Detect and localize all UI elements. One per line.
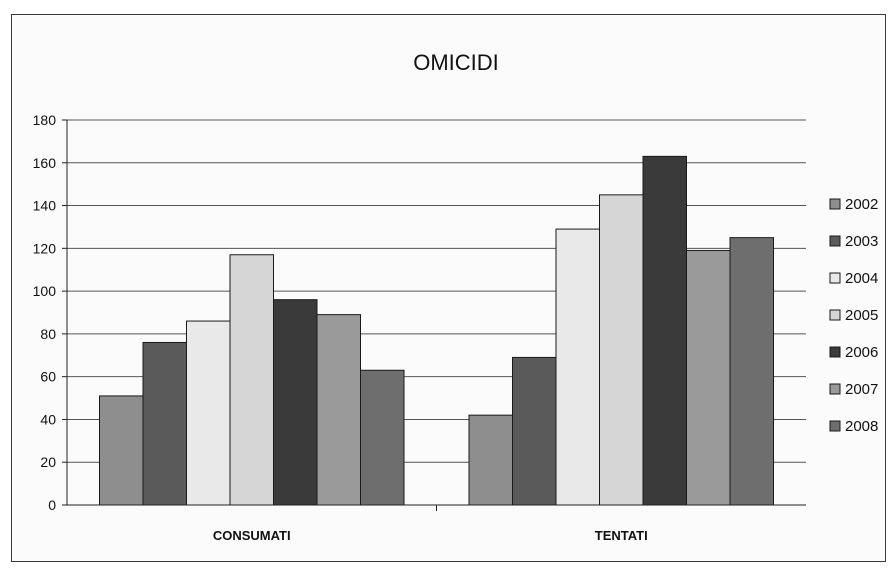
bar-2007-consumati	[316, 314, 361, 506]
legend-label: 2005	[845, 307, 878, 324]
legend-item-2004: 2004	[829, 270, 878, 287]
legend-label: 2008	[845, 418, 878, 435]
bar-2008-consumati	[360, 369, 405, 506]
y-tick-label: 40	[40, 411, 56, 427]
legend-swatch	[829, 309, 841, 321]
y-tick-label: 60	[40, 369, 56, 385]
legend-label: 2003	[845, 233, 878, 250]
bar-2005-consumati	[229, 254, 274, 506]
legend-label: 2002	[845, 196, 878, 213]
y-tick-label: 180	[33, 112, 57, 128]
legend-swatch	[829, 272, 841, 284]
bar-2006-consumati	[273, 299, 318, 506]
legend-item-2003: 2003	[829, 233, 878, 250]
legend: 2002 2003 2004 2005 2006 2007 2008	[829, 196, 878, 435]
bar-2004-consumati	[186, 320, 231, 506]
legend-item-2008: 2008	[829, 418, 878, 435]
y-axis-ticks: 0 20 40 60 80 100 120 140 160 180	[33, 112, 57, 513]
bar-2006-tentati	[642, 155, 687, 506]
bar-2007-tentati	[686, 249, 731, 506]
bar-2003-consumati	[142, 341, 187, 506]
legend-item-2007: 2007	[829, 381, 878, 398]
legend-swatch	[829, 346, 841, 358]
legend-item-2006: 2006	[829, 344, 878, 361]
bar-2003-tentati	[512, 356, 557, 506]
legend-swatch	[829, 383, 841, 395]
y-tick-label: 120	[33, 240, 57, 256]
y-tick-label: 0	[48, 497, 56, 513]
y-tick-label: 100	[33, 283, 57, 299]
legend-label: 2007	[845, 381, 878, 398]
y-tick-label: 140	[33, 198, 57, 214]
legend-swatch	[829, 198, 841, 210]
legend-item-2002: 2002	[829, 196, 878, 213]
y-tick-label: 80	[40, 326, 56, 342]
legend-swatch	[829, 235, 841, 247]
x-category-label: TENTATI	[595, 528, 648, 543]
bars	[99, 155, 774, 506]
bar-2005-tentati	[599, 194, 644, 506]
chart-title: OMICIDI	[413, 50, 499, 75]
bar-2004-tentati	[555, 228, 600, 506]
x-axis-categories: CONSUMATI TENTATI	[213, 528, 648, 543]
axes	[62, 119, 806, 511]
bar-2008-tentati	[729, 237, 774, 506]
bar-2002-consumati	[99, 395, 144, 506]
legend-label: 2004	[845, 270, 878, 287]
y-tick-label: 160	[33, 155, 57, 171]
legend-label: 2006	[845, 344, 878, 361]
y-tick-label: 20	[40, 454, 56, 470]
x-category-label: CONSUMATI	[213, 528, 291, 543]
bar-2002-tentati	[468, 414, 513, 506]
legend-item-2005: 2005	[829, 307, 878, 324]
legend-swatch	[829, 420, 841, 432]
